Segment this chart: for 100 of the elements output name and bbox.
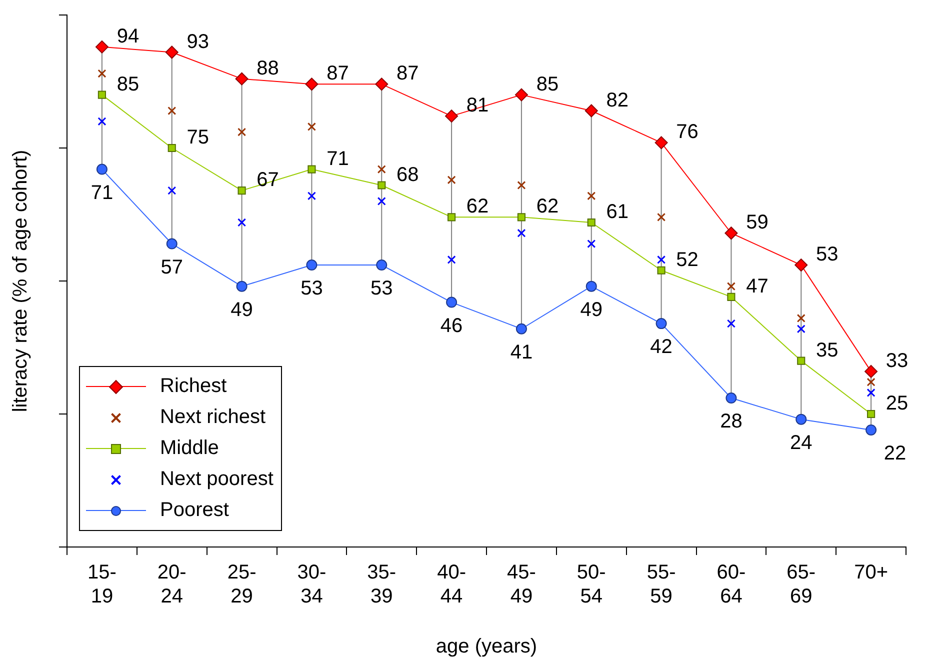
point: [168, 186, 176, 195]
point: [514, 88, 528, 102]
point: [727, 292, 736, 301]
data-label: 52: [676, 248, 698, 271]
legend-label: Richest: [160, 375, 227, 398]
point: [165, 46, 178, 59]
point: [307, 122, 316, 132]
data-label: 53: [816, 244, 838, 266]
point: [586, 280, 597, 292]
x-tick-label: 20-24: [157, 562, 186, 608]
data-label: 53: [370, 278, 393, 300]
data-label: 88: [256, 57, 279, 80]
data-label: 53: [300, 278, 323, 300]
point: [726, 319, 736, 328]
point: [796, 414, 807, 425]
x-tick-label: 70+: [854, 562, 888, 584]
data-label: 57: [160, 256, 183, 278]
point: [445, 110, 458, 123]
data-label: 85: [536, 73, 559, 96]
data-label: 35: [816, 339, 838, 362]
data-label: 42: [650, 336, 672, 358]
point: [96, 164, 108, 175]
point: [308, 165, 316, 174]
point: [306, 260, 318, 271]
data-label: 62: [536, 196, 559, 218]
data-label: 71: [90, 182, 114, 204]
point: [95, 40, 108, 54]
x-tick-label: 35-39: [367, 562, 396, 608]
point: [447, 255, 456, 264]
point: [447, 176, 456, 184]
point: [864, 364, 878, 378]
point: [587, 239, 596, 248]
point: [238, 218, 246, 227]
point: [726, 392, 737, 404]
point: [98, 90, 106, 99]
data-label: 24: [790, 432, 812, 454]
data-label: 49: [580, 298, 602, 321]
point: [584, 104, 598, 118]
point: [235, 72, 248, 86]
point: [98, 117, 106, 126]
point: [236, 280, 248, 292]
legend-label: Middle: [160, 437, 219, 460]
legend-label: Poorest: [160, 499, 229, 522]
point: [796, 324, 806, 334]
data-label: 59: [746, 212, 768, 234]
data-label: 75: [186, 126, 209, 149]
x-tick-label: 55-59: [646, 562, 676, 608]
data-label: 87: [326, 62, 349, 85]
point: [517, 180, 526, 190]
data-label: 22: [884, 442, 906, 464]
data-label: 94: [116, 25, 140, 48]
data-label: 49: [230, 298, 253, 321]
legend-label: Next richest: [160, 406, 266, 429]
point: [794, 258, 808, 272]
point: [797, 356, 806, 365]
x-tick-label: 15-19: [88, 562, 116, 608]
point: [377, 164, 386, 174]
y-axis-title: literacy rate (% of age cohort): [10, 150, 32, 412]
data-label: 71: [326, 148, 349, 170]
point: [377, 196, 386, 206]
point: [376, 260, 388, 271]
point: [307, 192, 316, 200]
x-tick-label: 60-64: [716, 562, 746, 608]
x-tick-label: 30-34: [297, 562, 326, 608]
point: [724, 226, 738, 240]
point: [587, 218, 596, 227]
data-label: 87: [396, 62, 419, 85]
point: [375, 78, 388, 91]
point: [517, 228, 526, 238]
data-label: 28: [720, 410, 742, 433]
point: [654, 136, 668, 150]
point: [657, 255, 666, 264]
x-tick-label: 65-69: [786, 562, 816, 608]
point: [657, 266, 666, 274]
data-label: 85: [116, 73, 140, 96]
point: [866, 378, 876, 386]
data-label: 62: [466, 196, 489, 218]
data-label: 61: [606, 200, 628, 223]
point: [726, 282, 736, 291]
point: [98, 69, 106, 78]
data-label: 33: [886, 350, 908, 372]
data-label: 68: [396, 164, 419, 186]
x-tick-label: 45-49: [507, 562, 536, 608]
x-axis-title: age (years): [436, 636, 538, 658]
point: [866, 424, 877, 436]
data-label: 93: [186, 30, 209, 53]
point: [516, 323, 527, 334]
data-label: 47: [746, 275, 768, 298]
data-label: 41: [510, 341, 533, 364]
point: [517, 213, 526, 222]
data-label: 25: [886, 392, 908, 415]
point: [168, 144, 176, 152]
legend-label: Next poorest: [160, 468, 274, 491]
point: [448, 213, 456, 222]
point: [587, 192, 596, 200]
point: [168, 106, 176, 116]
point: [238, 186, 246, 195]
point: [238, 128, 246, 136]
point: [866, 388, 876, 398]
point: [378, 181, 386, 190]
